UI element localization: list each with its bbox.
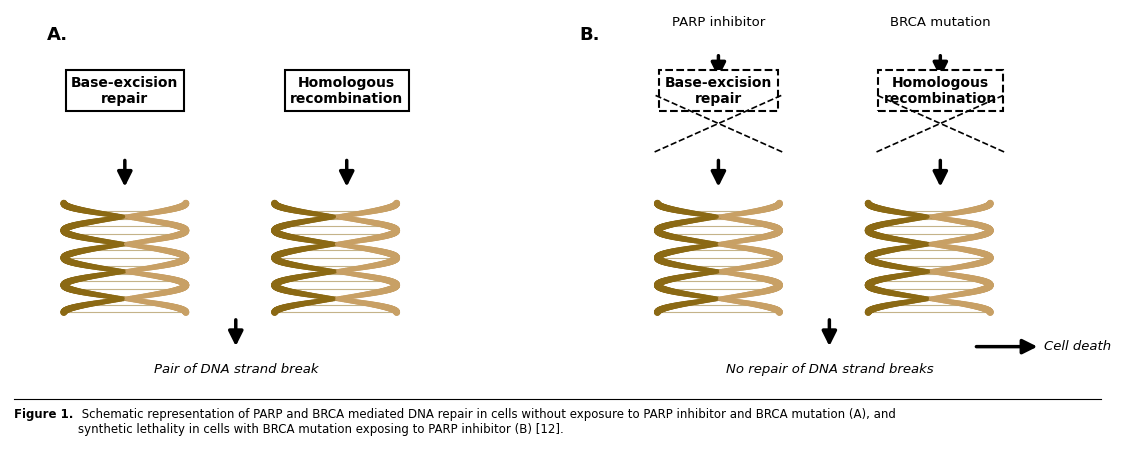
Text: No repair of DNA strand breaks: No repair of DNA strand breaks <box>725 363 933 376</box>
Text: Schematic representation of PARP and BRCA mediated DNA repair in cells without e: Schematic representation of PARP and BRC… <box>78 408 896 436</box>
Text: Homologous
recombination: Homologous recombination <box>290 76 404 106</box>
Text: Pair of DNA strand break: Pair of DNA strand break <box>153 363 318 376</box>
Text: Figure 1.: Figure 1. <box>14 408 73 421</box>
Text: Homologous
recombination: Homologous recombination <box>883 76 997 106</box>
Text: Base-excision
repair: Base-excision repair <box>71 76 178 106</box>
Text: A.: A. <box>47 25 69 43</box>
Text: Cell death: Cell death <box>1043 340 1111 353</box>
Text: Base-excision
repair: Base-excision repair <box>664 76 772 106</box>
Text: B.: B. <box>580 25 600 43</box>
Text: BRCA mutation: BRCA mutation <box>890 17 990 30</box>
Text: PARP inhibitor: PARP inhibitor <box>672 17 765 30</box>
